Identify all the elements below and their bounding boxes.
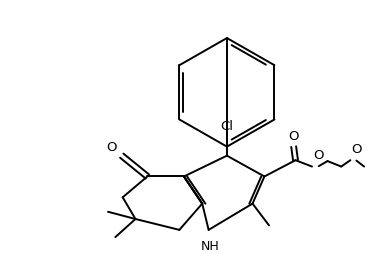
Text: O: O	[288, 130, 299, 143]
Text: O: O	[352, 143, 362, 156]
Text: O: O	[313, 149, 324, 162]
Text: Cl: Cl	[220, 120, 234, 134]
Text: NH: NH	[201, 240, 220, 253]
Text: O: O	[107, 141, 117, 154]
